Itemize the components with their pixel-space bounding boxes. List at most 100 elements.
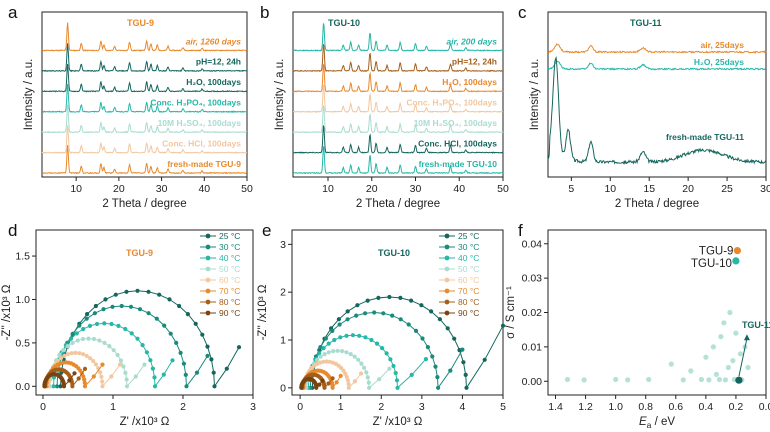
nyquist-point-d-4-10 [69, 351, 74, 356]
nyquist-point-e-2-5 [317, 351, 322, 356]
x-axis-label-f: Ea / eV [639, 416, 675, 430]
highlight-point-0 [733, 247, 742, 255]
plot-frame-b [292, 11, 504, 178]
nyquist-point-d-2-24 [170, 358, 175, 363]
nyquist-point-d-1-21 [183, 372, 188, 377]
nyquist-point-d-2-8 [81, 326, 86, 332]
nyquist-point-d-3-18 [118, 358, 123, 363]
other-point-16 [722, 377, 729, 383]
highlight-label-2: TGU-11 [742, 320, 770, 330]
trace-label-b-6: fresh-made TGU-10 [419, 159, 498, 169]
legend-marker-e-0 [444, 233, 450, 239]
nyquist-point-d-0-18 [200, 332, 205, 337]
x-tick-label-f-5: 0.4 [699, 401, 714, 413]
nyquist-point-d-2-7 [74, 331, 79, 336]
nyquist-point-e-0-8 [355, 303, 360, 308]
xrd-trace-c-1 [547, 60, 767, 71]
nyquist-point-d-2-14 [123, 326, 128, 332]
nyquist-point-e-6-22 [322, 385, 327, 390]
nyquist-point-d-6-22 [70, 384, 75, 389]
nyquist-point-d-0-7 [93, 303, 98, 309]
highlight-point-2 [735, 376, 743, 384]
xrd-trace-a-3 [41, 83, 247, 113]
x-tick-label-c-0: 5 [568, 183, 574, 195]
nyquist-point-d-1-24 [205, 353, 210, 358]
nyquist-point-d-2-10 [94, 321, 100, 327]
x-tick-label-f-0: 1.4 [548, 401, 563, 413]
nyquist-point-d-2-23 [161, 372, 166, 377]
nyquist-point-e-2-11 [350, 333, 355, 338]
nyquist-point-d-3-19 [121, 364, 126, 369]
nyquist-point-e-4-21 [346, 382, 351, 387]
nyquist-point-d-2-0 [51, 384, 56, 389]
nyquist-point-e-7-24 [320, 378, 325, 383]
trace-label-a-1: pH=12, 24h [196, 57, 241, 67]
x-axis-label-b: 2 Theta / degree [356, 198, 440, 210]
trace-label-a-4: 10M H₂SO₄, 100days [158, 118, 242, 128]
y-tick-label-e-2: 2 [280, 287, 286, 299]
x-axis-label-d: Z' /x10³ Ω [120, 416, 170, 428]
nyquist-point-e-3-14 [348, 352, 353, 357]
nyquist-point-e-0-21 [463, 372, 468, 377]
nyquist-point-e-0-9 [365, 298, 370, 303]
nyquist-point-e-5-24 [338, 373, 343, 378]
nyquist-point-d-1-14 [146, 311, 151, 316]
nyquist-point-d-3-5 [57, 352, 62, 358]
xrd-trace-a-4 [41, 104, 247, 134]
x-tick-label-c-1: 10 [604, 183, 616, 195]
nyquist-point-e-1-21 [435, 375, 440, 380]
legend-label-e-4: 60 °C [458, 275, 479, 285]
x-tick-label-f-7: 0.0 [759, 401, 770, 413]
xrd-trace-a-5 [41, 125, 247, 154]
nyquist-point-e-0-16 [437, 317, 442, 322]
panel-title-a: TGU-9 [127, 18, 154, 28]
nyquist-point-d-4-17 [93, 362, 98, 367]
x-axis-label-c: 2 Theta / degree [615, 198, 699, 210]
nyquist-point-e-1-15 [406, 322, 411, 327]
nyquist-point-e-4-19 [344, 374, 349, 379]
nyquist-point-e-4-10 [321, 359, 326, 364]
trace-label-a-3: Conc. H₃PO₄, 100days [150, 98, 241, 108]
other-point-2 [613, 376, 619, 383]
legend-label-d-6: 80 °C [219, 297, 240, 307]
nyquist-point-d-4-9 [65, 352, 71, 357]
nyquist-point-d-2-13 [116, 323, 121, 328]
plot-frame-e [291, 229, 504, 396]
y-tick-label-e-3: 3 [280, 239, 286, 251]
nyquist-point-d-1-9 [101, 307, 106, 312]
nyquist-point-e-3-22 [367, 385, 372, 390]
other-point-13 [716, 376, 723, 383]
other-point-21 [733, 330, 739, 336]
nyquist-point-e-4-22 [346, 385, 351, 390]
tgu11-arrow-line [738, 338, 748, 377]
nyquist-point-e-0-12 [398, 295, 403, 300]
y-tick-label-d-0: 0.0 [15, 381, 30, 393]
nyquist-point-d-1-7 [84, 316, 89, 321]
nyquist-point-e-4-20 [345, 378, 350, 383]
other-point-7 [688, 368, 694, 374]
nyquist-point-e-3-17 [359, 361, 364, 366]
x-tick-label-e-1: 1 [338, 401, 344, 413]
x-tick-label-e-4: 4 [460, 401, 466, 413]
nyquist-point-e-1-20 [433, 364, 438, 369]
plot-frame-c [547, 11, 767, 178]
nyquist-point-e-1-8 [345, 317, 350, 322]
nyquist-point-d-1-19 [178, 350, 183, 355]
nyquist-point-e-3-15 [352, 354, 357, 359]
nyquist-point-d-1-18 [174, 340, 179, 345]
x-tick-label-e-2: 2 [378, 401, 384, 413]
nyquist-point-e-1-19 [430, 354, 435, 359]
nyquist-point-e-0-7 [345, 309, 350, 314]
nyquist-point-e-3-11 [335, 348, 340, 353]
nyquist-point-d-3-9 [75, 338, 80, 343]
highlight-label-0: TGU-9 [699, 246, 734, 258]
nyquist-point-e-0-6 [336, 317, 341, 322]
xrd-trace-b-5 [292, 125, 504, 154]
nyquist-point-d-4-14 [84, 353, 89, 358]
x-tick-label-f-3: 0.8 [638, 401, 653, 413]
nyquist-point-e-2-24 [423, 357, 428, 362]
nyquist-point-d-2-11 [102, 321, 107, 326]
xrd-trace-b-2 [292, 63, 504, 93]
nyquist-point-d-4-21 [100, 379, 105, 384]
nyquist-point-e-1-12 [381, 311, 386, 316]
